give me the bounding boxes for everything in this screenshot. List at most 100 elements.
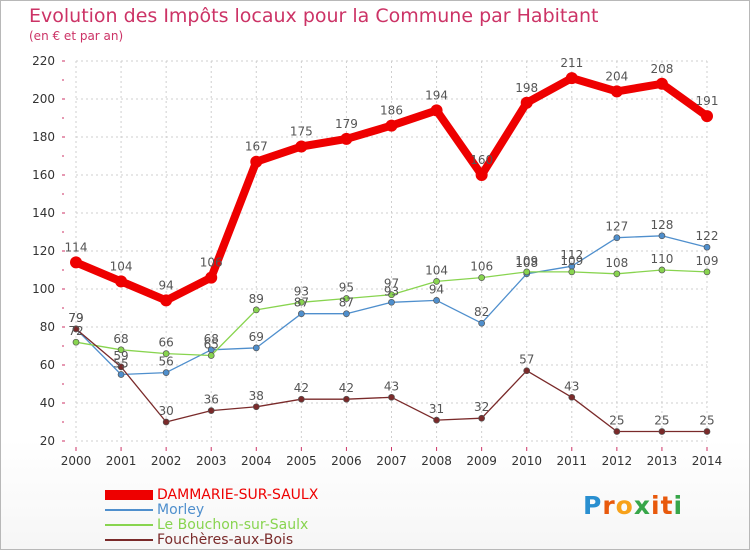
series-point-0 xyxy=(565,72,578,85)
series-point-3 xyxy=(478,414,485,422)
data-label: 25 xyxy=(699,414,714,428)
legend-swatch xyxy=(105,539,153,541)
data-label: 211 xyxy=(560,56,583,70)
legend-swatch xyxy=(105,524,153,526)
logo-letter: o xyxy=(615,491,634,520)
y-tick-label: 100 xyxy=(32,282,55,296)
data-label: 68 xyxy=(113,332,128,346)
data-label: 122 xyxy=(696,229,719,243)
legend-label: DAMMARIE-SUR-SAULX xyxy=(157,487,319,503)
data-label: 25 xyxy=(654,414,669,428)
data-label: 89 xyxy=(249,292,264,306)
data-label: 68 xyxy=(204,332,219,346)
data-label: 55 xyxy=(113,357,128,371)
series-point-3 xyxy=(162,418,170,426)
data-label: 93 xyxy=(384,284,399,298)
data-label: 95 xyxy=(339,281,354,295)
data-label: 109 xyxy=(515,254,538,268)
series-point-1 xyxy=(658,232,666,240)
chart-title: Evolution des Impôts locaux pour la Comm… xyxy=(29,5,599,27)
data-label: 69 xyxy=(249,330,264,344)
y-tick-label: 40 xyxy=(40,396,55,410)
series-point-0 xyxy=(385,119,398,132)
series-point-0 xyxy=(701,110,713,123)
legend-swatch xyxy=(105,490,153,500)
data-label: 106 xyxy=(470,260,493,274)
logo-letter: t xyxy=(660,491,674,520)
data-label: 109 xyxy=(696,254,719,268)
x-tick-label: 2011 xyxy=(557,454,588,468)
series-point-3 xyxy=(117,363,125,371)
series-point-1 xyxy=(388,298,395,306)
series-point-2 xyxy=(658,266,666,274)
series-point-2 xyxy=(433,278,440,285)
x-tick-label: 2009 xyxy=(466,454,497,468)
data-label: 204 xyxy=(605,69,628,83)
y-tick-label: 220 xyxy=(32,54,55,68)
legend-swatch xyxy=(105,509,153,511)
series-point-2 xyxy=(207,352,215,359)
data-label: 65 xyxy=(204,338,219,352)
series-point-3 xyxy=(72,325,80,333)
legend-item: Fouchères-aux-Bois xyxy=(105,533,293,547)
series-point-2 xyxy=(117,346,125,354)
legend-label: Fouchères-aux-Bois xyxy=(157,532,294,548)
legend-label: Le Bouchon-sur-Saulx xyxy=(157,517,309,533)
data-label: 208 xyxy=(650,62,673,76)
y-tick-label: 180 xyxy=(32,130,55,144)
series-point-2 xyxy=(388,291,395,299)
data-label: 191 xyxy=(696,94,719,108)
logo-letter: r xyxy=(602,491,616,520)
y-tick-label: 140 xyxy=(32,206,55,220)
data-label: 57 xyxy=(519,353,534,367)
data-label: 106 xyxy=(200,256,223,270)
logo-letter: i xyxy=(673,491,684,520)
series-point-3 xyxy=(568,393,576,401)
series-point-1 xyxy=(613,234,621,242)
series-point-1 xyxy=(433,297,440,304)
y-tick-label: 60 xyxy=(40,358,55,372)
x-tick-label: 2013 xyxy=(647,454,678,468)
data-label: 128 xyxy=(650,218,673,232)
series-point-2 xyxy=(298,298,305,306)
data-label: 66 xyxy=(159,336,174,350)
series-point-1 xyxy=(298,310,305,318)
series-point-3 xyxy=(343,395,350,403)
x-tick-label: 2007 xyxy=(376,454,407,468)
y-tick-label: 120 xyxy=(32,244,55,258)
series-point-2 xyxy=(252,306,260,314)
y-tick-label: 160 xyxy=(32,168,55,182)
data-label: 38 xyxy=(249,389,264,403)
data-label: 179 xyxy=(335,117,358,131)
series-point-3 xyxy=(523,367,531,375)
x-tick-label: 2012 xyxy=(602,454,633,468)
y-tick-label: 20 xyxy=(40,434,55,448)
series-point-3 xyxy=(252,403,260,411)
x-tick-label: 2006 xyxy=(331,454,362,468)
series-point-3 xyxy=(613,428,621,435)
x-tick-label: 2002 xyxy=(151,454,182,468)
series-point-2 xyxy=(703,268,711,276)
data-label: 94 xyxy=(159,278,174,292)
series-point-3 xyxy=(703,428,711,435)
data-label: 160 xyxy=(470,153,493,167)
series-point-1 xyxy=(703,243,711,251)
x-tick-label: 2010 xyxy=(511,454,542,468)
legend-label: Morley xyxy=(157,502,205,518)
data-label: 93 xyxy=(294,284,309,298)
data-label: 43 xyxy=(384,379,399,393)
data-label: 94 xyxy=(429,282,444,296)
series-point-3 xyxy=(388,393,395,401)
series-point-3 xyxy=(298,395,305,403)
data-label: 36 xyxy=(204,393,219,407)
data-label: 104 xyxy=(110,259,133,273)
data-label: 79 xyxy=(68,311,83,325)
series-point-0 xyxy=(115,275,128,288)
data-label: 59 xyxy=(113,349,128,363)
series-point-2 xyxy=(478,274,485,281)
data-label: 87 xyxy=(339,296,354,310)
data-label: 198 xyxy=(515,81,538,95)
data-label: 42 xyxy=(339,381,354,395)
data-label: 127 xyxy=(605,220,628,234)
data-label: 112 xyxy=(560,248,583,262)
